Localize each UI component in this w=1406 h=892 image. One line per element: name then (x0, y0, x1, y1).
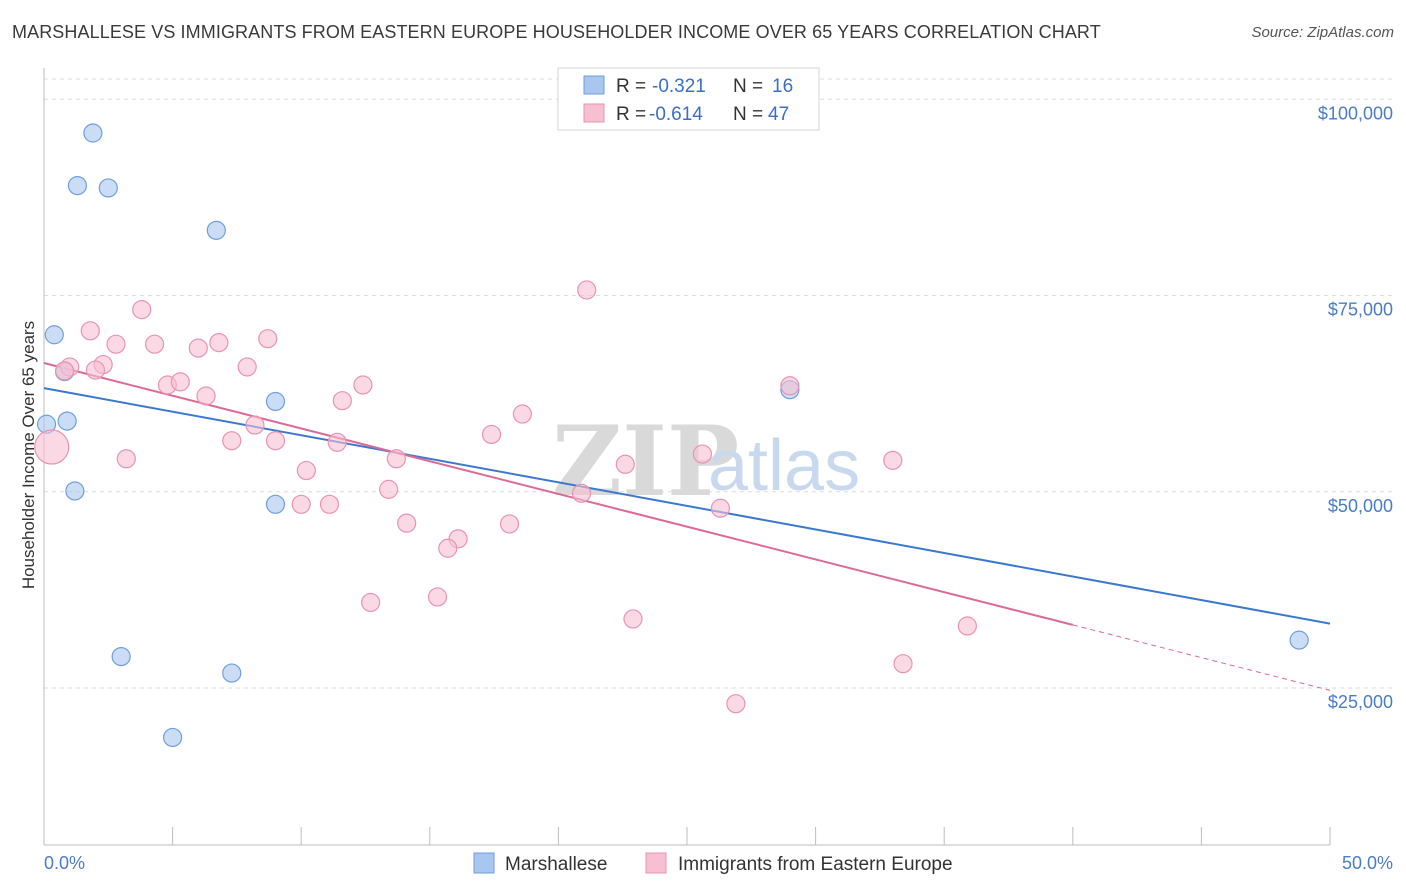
y-tick-label-0: $25,000 (1328, 692, 1393, 712)
marshallese-point-13 (222, 663, 242, 683)
marshallese-point-11 (265, 494, 286, 514)
marshallese-point-6 (57, 411, 77, 431)
y-axis-label: Householder Income Over 65 years (19, 321, 38, 589)
y-tick-label-2: $75,000 (1328, 300, 1393, 320)
marshallese-point-4 (44, 325, 64, 345)
eastern-europe-point-38 (438, 538, 458, 558)
eastern-europe-point-36 (499, 514, 520, 534)
marshallese-point-8 (265, 391, 286, 412)
x-tick-left: 0.0% (44, 853, 85, 873)
eastern-europe-point-32 (291, 494, 311, 514)
eastern-europe-point-24 (116, 449, 136, 469)
marshallese-point-0 (83, 123, 103, 143)
axes (43, 68, 1331, 846)
eastern-europe-point-33 (319, 494, 340, 514)
eastern-europe-point-22 (327, 432, 347, 452)
eastern-europe-point-26 (692, 444, 713, 464)
eastern-europe-point-18 (245, 415, 265, 435)
marshallese-point-2 (98, 178, 118, 198)
eastern-europe-point-28 (883, 450, 903, 470)
eastern-europe-point-46 (85, 360, 106, 380)
legend-r-value-2: -0.614 (649, 104, 703, 125)
legend-r-label-1: R = (616, 76, 646, 97)
eastern-europe-point-0 (132, 300, 152, 320)
eastern-europe-point-13 (353, 375, 373, 395)
eastern-europe-point-4 (144, 334, 165, 354)
eastern-europe-point-2 (258, 329, 278, 349)
marshallese-point-15 (1289, 630, 1309, 650)
legend-swatch-eastern-europe (583, 103, 605, 123)
eastern-europe-point-20 (222, 431, 242, 451)
bottom-legend-swatch-eastern-europe (645, 852, 667, 874)
eastern-europe-point-10 (54, 361, 75, 381)
eastern-europe-point-3 (106, 334, 126, 354)
eastern-europe-point-31 (571, 483, 592, 503)
eastern-europe-point-43 (957, 616, 977, 636)
eastern-europe-point-19 (481, 424, 502, 445)
eastern-europe-point-15 (332, 391, 352, 411)
eastern-europe-point-40 (361, 592, 381, 613)
eastern-europe-point-42 (623, 609, 643, 629)
legend-box: R = -0.321 N = 16 R = -0.614 N = 47 (557, 67, 820, 131)
marshallese-point-12 (111, 646, 131, 667)
eastern-europe-point-35 (397, 513, 417, 533)
legend-r-value-1: -0.321 (652, 76, 706, 97)
eastern-europe-point-6 (209, 333, 229, 353)
eastern-europe-point-25 (386, 449, 406, 469)
legend-n-value-1: 16 (772, 76, 793, 97)
eastern-europe-point-23 (34, 429, 70, 465)
eastern-europe-point-5 (188, 338, 208, 358)
marshallese-point-14 (163, 727, 183, 748)
data-points (34, 123, 1309, 748)
eastern-europe-point-14 (196, 386, 216, 406)
legend-n-label-1: N = (733, 76, 763, 97)
marshallese-point-3 (206, 220, 226, 240)
trend-line-1 (43, 362, 1074, 626)
source-label: Source: ZipAtlas.com (1251, 24, 1394, 41)
eastern-europe-point-17 (512, 404, 532, 424)
eastern-europe-point-45 (726, 694, 746, 714)
eastern-europe-point-41 (427, 587, 448, 607)
legend-r-label-2: R = (616, 104, 646, 125)
eastern-europe-point-16 (780, 376, 800, 396)
eastern-europe-point-9 (237, 357, 257, 377)
eastern-europe-point-21 (265, 431, 286, 451)
y-tick-label-1: $50,000 (1328, 496, 1393, 516)
watermark-atlas: atlas (708, 426, 860, 506)
marshallese-point-1 (67, 176, 88, 196)
y-tick-label-3: $100,000 (1318, 103, 1393, 123)
legend-n-value-2: 47 (768, 104, 789, 125)
eastern-europe-point-34 (710, 498, 731, 518)
eastern-europe-point-12 (170, 372, 190, 392)
legend-swatch-marshallese (583, 75, 605, 95)
eastern-europe-point-1 (80, 321, 100, 341)
eastern-europe-point-27 (615, 454, 635, 474)
y-tick-labels: $25,000 $50,000 $75,000 $100,000 (1318, 103, 1393, 712)
eastern-europe-point-44 (893, 654, 913, 674)
eastern-europe-point-30 (379, 479, 399, 499)
bottom-legend-swatch-marshallese (473, 852, 495, 874)
marshallese-point-10 (65, 481, 85, 501)
legend-n-label-2: N = (733, 104, 763, 125)
bottom-legend-label-eastern-europe: Immigrants from Eastern Europe (678, 854, 953, 875)
bottom-legend-label-marshallese: Marshallese (505, 854, 607, 875)
eastern-europe-point-29 (296, 460, 316, 481)
eastern-europe-point-39 (577, 280, 597, 300)
bottom-legend: Marshallese Immigrants from Eastern Euro… (473, 852, 953, 875)
gridlines (44, 78, 1393, 689)
x-tick-right: 50.0% (1342, 853, 1393, 873)
chart-title: MARSHALLESE VS IMMIGRANTS FROM EASTERN E… (12, 22, 1101, 42)
